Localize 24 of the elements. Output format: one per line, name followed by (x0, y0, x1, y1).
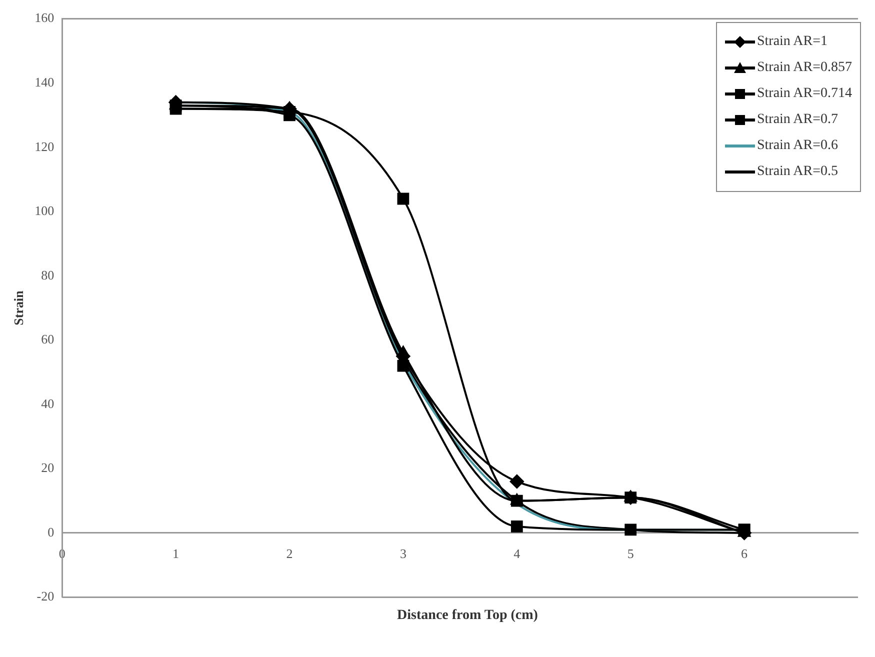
x-tick-label: 1 (172, 546, 180, 562)
legend-label: Strain AR=0.6 (756, 138, 838, 154)
y-tick-label: 160 (34, 10, 54, 26)
y-tick-label: 140 (34, 74, 54, 90)
x-tick-label: 2 (286, 546, 293, 562)
y-axis-title: Strain (11, 290, 26, 326)
y-tick-label: 20 (41, 460, 54, 476)
legend-label: Strain AR=1 (756, 34, 828, 50)
x-tick-label: 3 (400, 546, 406, 562)
legend-label: Strain AR=0.5 (756, 164, 838, 180)
y-tick-label: 0 (48, 524, 54, 540)
legend-label: Strain AR=0.714 (756, 86, 852, 102)
y-tick-label: 40 (41, 396, 54, 411)
y-tick-label: 120 (34, 138, 54, 154)
legend-label: Strain AR=0.7 (756, 112, 838, 128)
y-tick-label: 80 (41, 267, 54, 282)
x-axis-title: Distance from Top (cm) (396, 608, 539, 624)
y-tick-label: 60 (41, 332, 54, 347)
y-tick-label: 100 (34, 203, 54, 218)
x-tick-label: 5 (627, 546, 634, 562)
x-tick-label: 4 (514, 546, 521, 562)
x-tick-label: 6 (741, 546, 748, 562)
legend-label: Strain AR=0.857 (756, 60, 852, 76)
y-tick-label: -20 (36, 588, 54, 604)
